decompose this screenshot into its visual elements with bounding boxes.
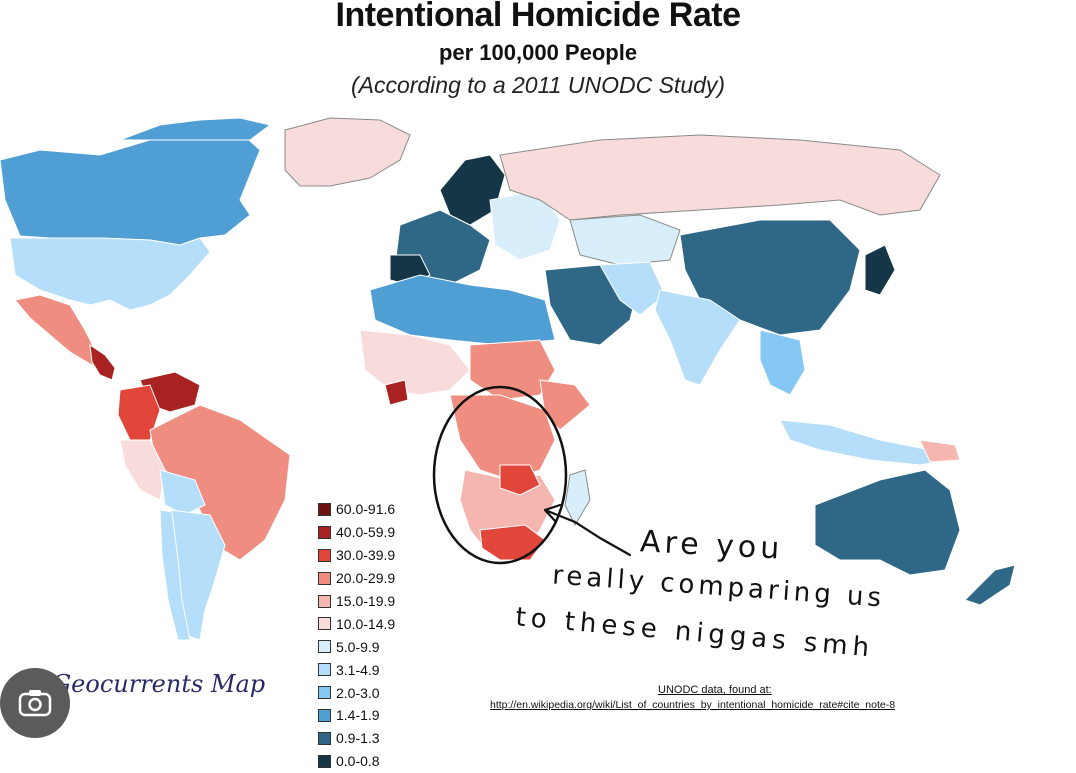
madagascar	[564, 469, 591, 527]
handwritten-circle	[432, 385, 568, 565]
southeast-asia	[759, 329, 806, 396]
legend-label: 0.9-1.3	[336, 730, 380, 747]
japan	[864, 244, 896, 296]
legend-item: 3.1-4.9	[318, 658, 395, 681]
legend-label: 3.1-4.9	[336, 661, 380, 678]
camera-search-icon-glyph	[18, 690, 52, 717]
australia	[814, 469, 961, 576]
legend-swatch	[318, 502, 331, 516]
legend: 60.0-91.6 40.0-59.9 30.0-39.9 20.0-29.9 …	[318, 498, 395, 773]
legend-swatch	[318, 708, 331, 722]
china	[679, 219, 861, 336]
source-link[interactable]: http://en.wikipedia.org/wiki/List_of_cou…	[490, 699, 896, 711]
handwritten-arrow	[543, 503, 632, 557]
legend-label: 40.0-59.9	[336, 524, 396, 541]
map-title: Intentional Homicide Rate	[335, 0, 742, 34]
legend-swatch	[318, 663, 331, 677]
legend-item: 0.9-1.3	[318, 727, 395, 750]
legend-swatch	[318, 686, 331, 700]
legend-swatch	[318, 525, 331, 539]
south-africa	[479, 524, 546, 561]
zimbabwe	[499, 464, 541, 496]
legend-swatch	[318, 754, 331, 768]
central-africa	[449, 394, 556, 481]
legend-label: 60.0-91.6	[336, 501, 396, 518]
legend-item: 20.0-29.9	[318, 567, 395, 590]
canada-islands	[119, 117, 272, 141]
map-subtitle: per 100,000 People	[438, 40, 638, 65]
indonesia	[779, 419, 952, 466]
legend-swatch	[318, 548, 331, 562]
legend-label: 2.0-3.0	[336, 684, 380, 701]
legend-swatch	[318, 594, 331, 608]
source-label: UNODC data, found at:	[658, 684, 772, 696]
sudan	[469, 339, 556, 401]
legend-item: 1.4-1.9	[318, 704, 395, 727]
north-africa	[369, 274, 556, 346]
ivory-coast	[384, 379, 409, 406]
usa	[9, 237, 211, 311]
canada	[0, 129, 261, 246]
legend-label: 5.0-9.9	[336, 638, 380, 655]
bolivia	[159, 469, 206, 516]
legend-label: 0.0-0.8	[336, 753, 380, 770]
legend-swatch	[318, 640, 331, 654]
legend-item: 15.0-19.9	[318, 590, 395, 613]
legend-item: 30.0-39.9	[318, 544, 395, 567]
central-america	[89, 343, 116, 381]
legend-label: 1.4-1.9	[336, 707, 380, 724]
legend-item: 5.0-9.9	[318, 635, 395, 658]
legend-item: 0.0-0.8	[318, 750, 395, 773]
legend-label: 10.0-14.9	[336, 615, 396, 632]
papua	[919, 439, 961, 463]
peru	[119, 439, 166, 501]
legend-label: 15.0-19.9	[336, 593, 396, 609]
legend-label: 20.0-29.9	[336, 570, 396, 587]
iran	[599, 261, 666, 316]
russia	[499, 134, 941, 221]
new-zealand	[964, 564, 1016, 606]
legend-swatch	[318, 617, 331, 631]
legend-item: 2.0-3.0	[318, 681, 395, 704]
legend-swatch	[318, 571, 331, 585]
greenland	[284, 117, 411, 187]
chile	[159, 509, 191, 641]
map-note: (According to a 2011 UNODC Study)	[350, 72, 726, 98]
map-credit: Geocurrents Map	[52, 670, 266, 698]
kazakhstan	[569, 214, 681, 266]
legend-item: 40.0-59.9	[318, 521, 395, 544]
handwritten-line-1: Are you	[639, 524, 785, 567]
camera-search-icon[interactable]	[0, 668, 70, 738]
legend-swatch	[318, 731, 331, 745]
legend-item: 10.0-14.9	[318, 612, 395, 635]
legend-item: 60.0-91.6	[318, 498, 395, 521]
legend-label: 30.0-39.9	[336, 547, 396, 564]
india	[654, 289, 741, 386]
west-africa	[359, 329, 471, 396]
